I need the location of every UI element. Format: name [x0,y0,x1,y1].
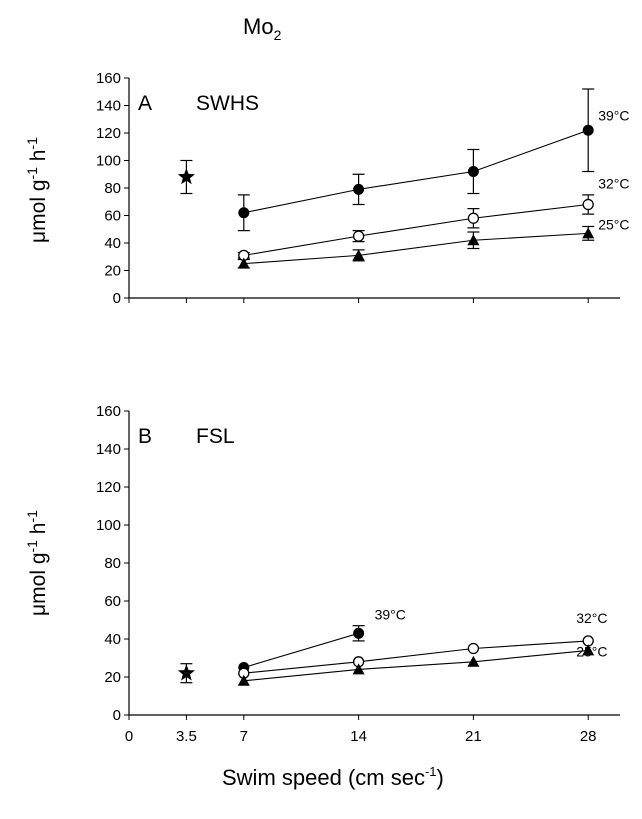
series-line [243,649,589,682]
panel-title: FSL [196,425,235,448]
panel-letter: A [138,92,152,115]
data-point [467,642,480,655]
y-tick-label: 20 [104,669,121,686]
series-line [243,632,359,669]
y-axis-label-sup: -1 [24,510,40,523]
data-point [582,644,595,656]
x-tick-label: 0 [125,728,133,745]
data-point [467,166,479,177]
panel-letter: B [138,425,152,448]
data-point [467,212,480,224]
x-axis-title-superscript: -1 [424,764,437,779]
y-axis-label-sup: -1 [24,540,40,553]
chart-panel-A: 0 20 40 60 80 100 120 140 160 A SWHS μmol g-1 h-1 39… [24,70,629,307]
series-label: 39°C [375,606,406,622]
data-point [237,257,250,269]
data-point [352,249,365,261]
x-tick-label: 3.5 [176,728,197,745]
data-point [467,655,480,667]
series-label: 32°C [576,610,607,626]
y-tick-label: 100 [96,153,121,170]
data-point-star [177,168,195,185]
y-tick-label: 160 [96,403,121,420]
data-point [352,230,365,242]
data-point [353,183,365,195]
data-point [238,207,250,219]
y-tick-label: 0 [113,707,121,724]
y-tick-label: 140 [96,98,121,115]
y-axis-label: μmol g-1 h-1 [24,510,50,616]
series-label: 25°C [576,643,607,659]
x-axis-title: Swim speed (cm sec-1) [222,764,444,791]
y-tick-label: 60 [104,208,121,225]
figure-title-main: Mo [243,14,274,39]
y-axis-label-sup: -1 [24,167,40,180]
y-tick-label: 160 [96,70,121,87]
y-tick-label: 40 [104,235,121,252]
y-tick-label: 0 [113,290,121,307]
y-tick-label: 80 [104,555,121,572]
y-axis-label: μmol g-1 h-1 [24,137,50,243]
y-tick-label: 120 [96,125,121,142]
data-point [237,674,250,686]
x-axis-title-end: ) [436,765,444,790]
x-tick-label: 7 [240,728,248,745]
x-tick-label: 14 [350,728,367,745]
y-tick-label: 60 [104,593,121,610]
x-tick-label: 21 [465,728,482,745]
panel-title: SWHS [196,92,259,115]
data-point [582,227,595,239]
y-tick-label: 140 [96,441,121,458]
series-line [243,640,589,674]
y-axis-label-mid: h [27,150,50,168]
y-tick-label: 100 [96,517,121,534]
chart-panel-B: 0 20 40 60 80 100 120 140 160 0 3.5 7 14 21 28 B FSL μmol… [24,403,620,745]
figure-title-subscript: 2 [273,27,282,43]
series-line [243,232,589,265]
series-line [243,203,589,256]
data-point [582,198,594,211]
y-tick-label: 20 [104,263,121,280]
series-line [243,129,589,214]
x-tick-label: 28 [580,728,597,745]
data-point [352,663,365,675]
data-point [467,234,480,246]
series-label: 32°C [598,176,629,192]
series-label: 25°C [598,216,629,232]
y-axis-label-sup: -1 [24,137,40,150]
y-axis-label-mid: h [27,523,50,541]
data-point [582,124,594,136]
x-axis-title-text: Swim speed (cm sec [222,765,425,790]
figure-title: Mo2 [243,14,281,43]
data-point [353,627,365,639]
series-label: 39°C [598,107,629,123]
y-tick-label: 40 [104,631,121,648]
data-point-star [177,664,195,681]
y-tick-label: 80 [104,180,121,197]
y-tick-label: 120 [96,479,121,496]
